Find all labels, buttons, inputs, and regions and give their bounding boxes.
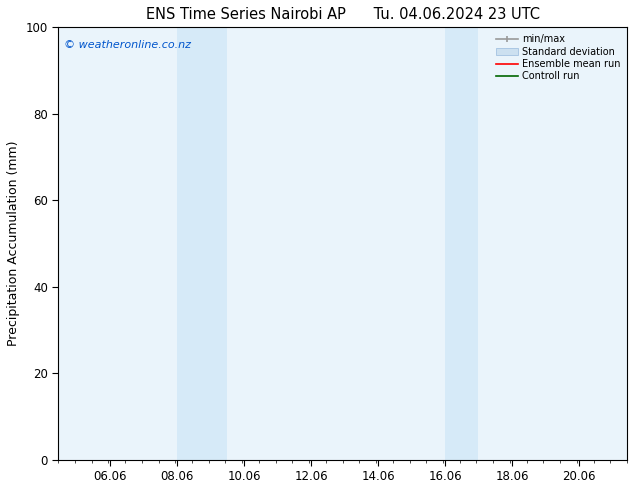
Y-axis label: Precipitation Accumulation (mm): Precipitation Accumulation (mm) <box>7 141 20 346</box>
Title: ENS Time Series Nairobi AP      Tu. 04.06.2024 23 UTC: ENS Time Series Nairobi AP Tu. 04.06.202… <box>146 7 540 22</box>
Bar <box>445 27 479 460</box>
Bar <box>178 27 228 460</box>
Text: © weatheronline.co.nz: © weatheronline.co.nz <box>64 40 191 50</box>
Legend: min/max, Standard deviation, Ensemble mean run, Controll run: min/max, Standard deviation, Ensemble me… <box>495 32 622 83</box>
